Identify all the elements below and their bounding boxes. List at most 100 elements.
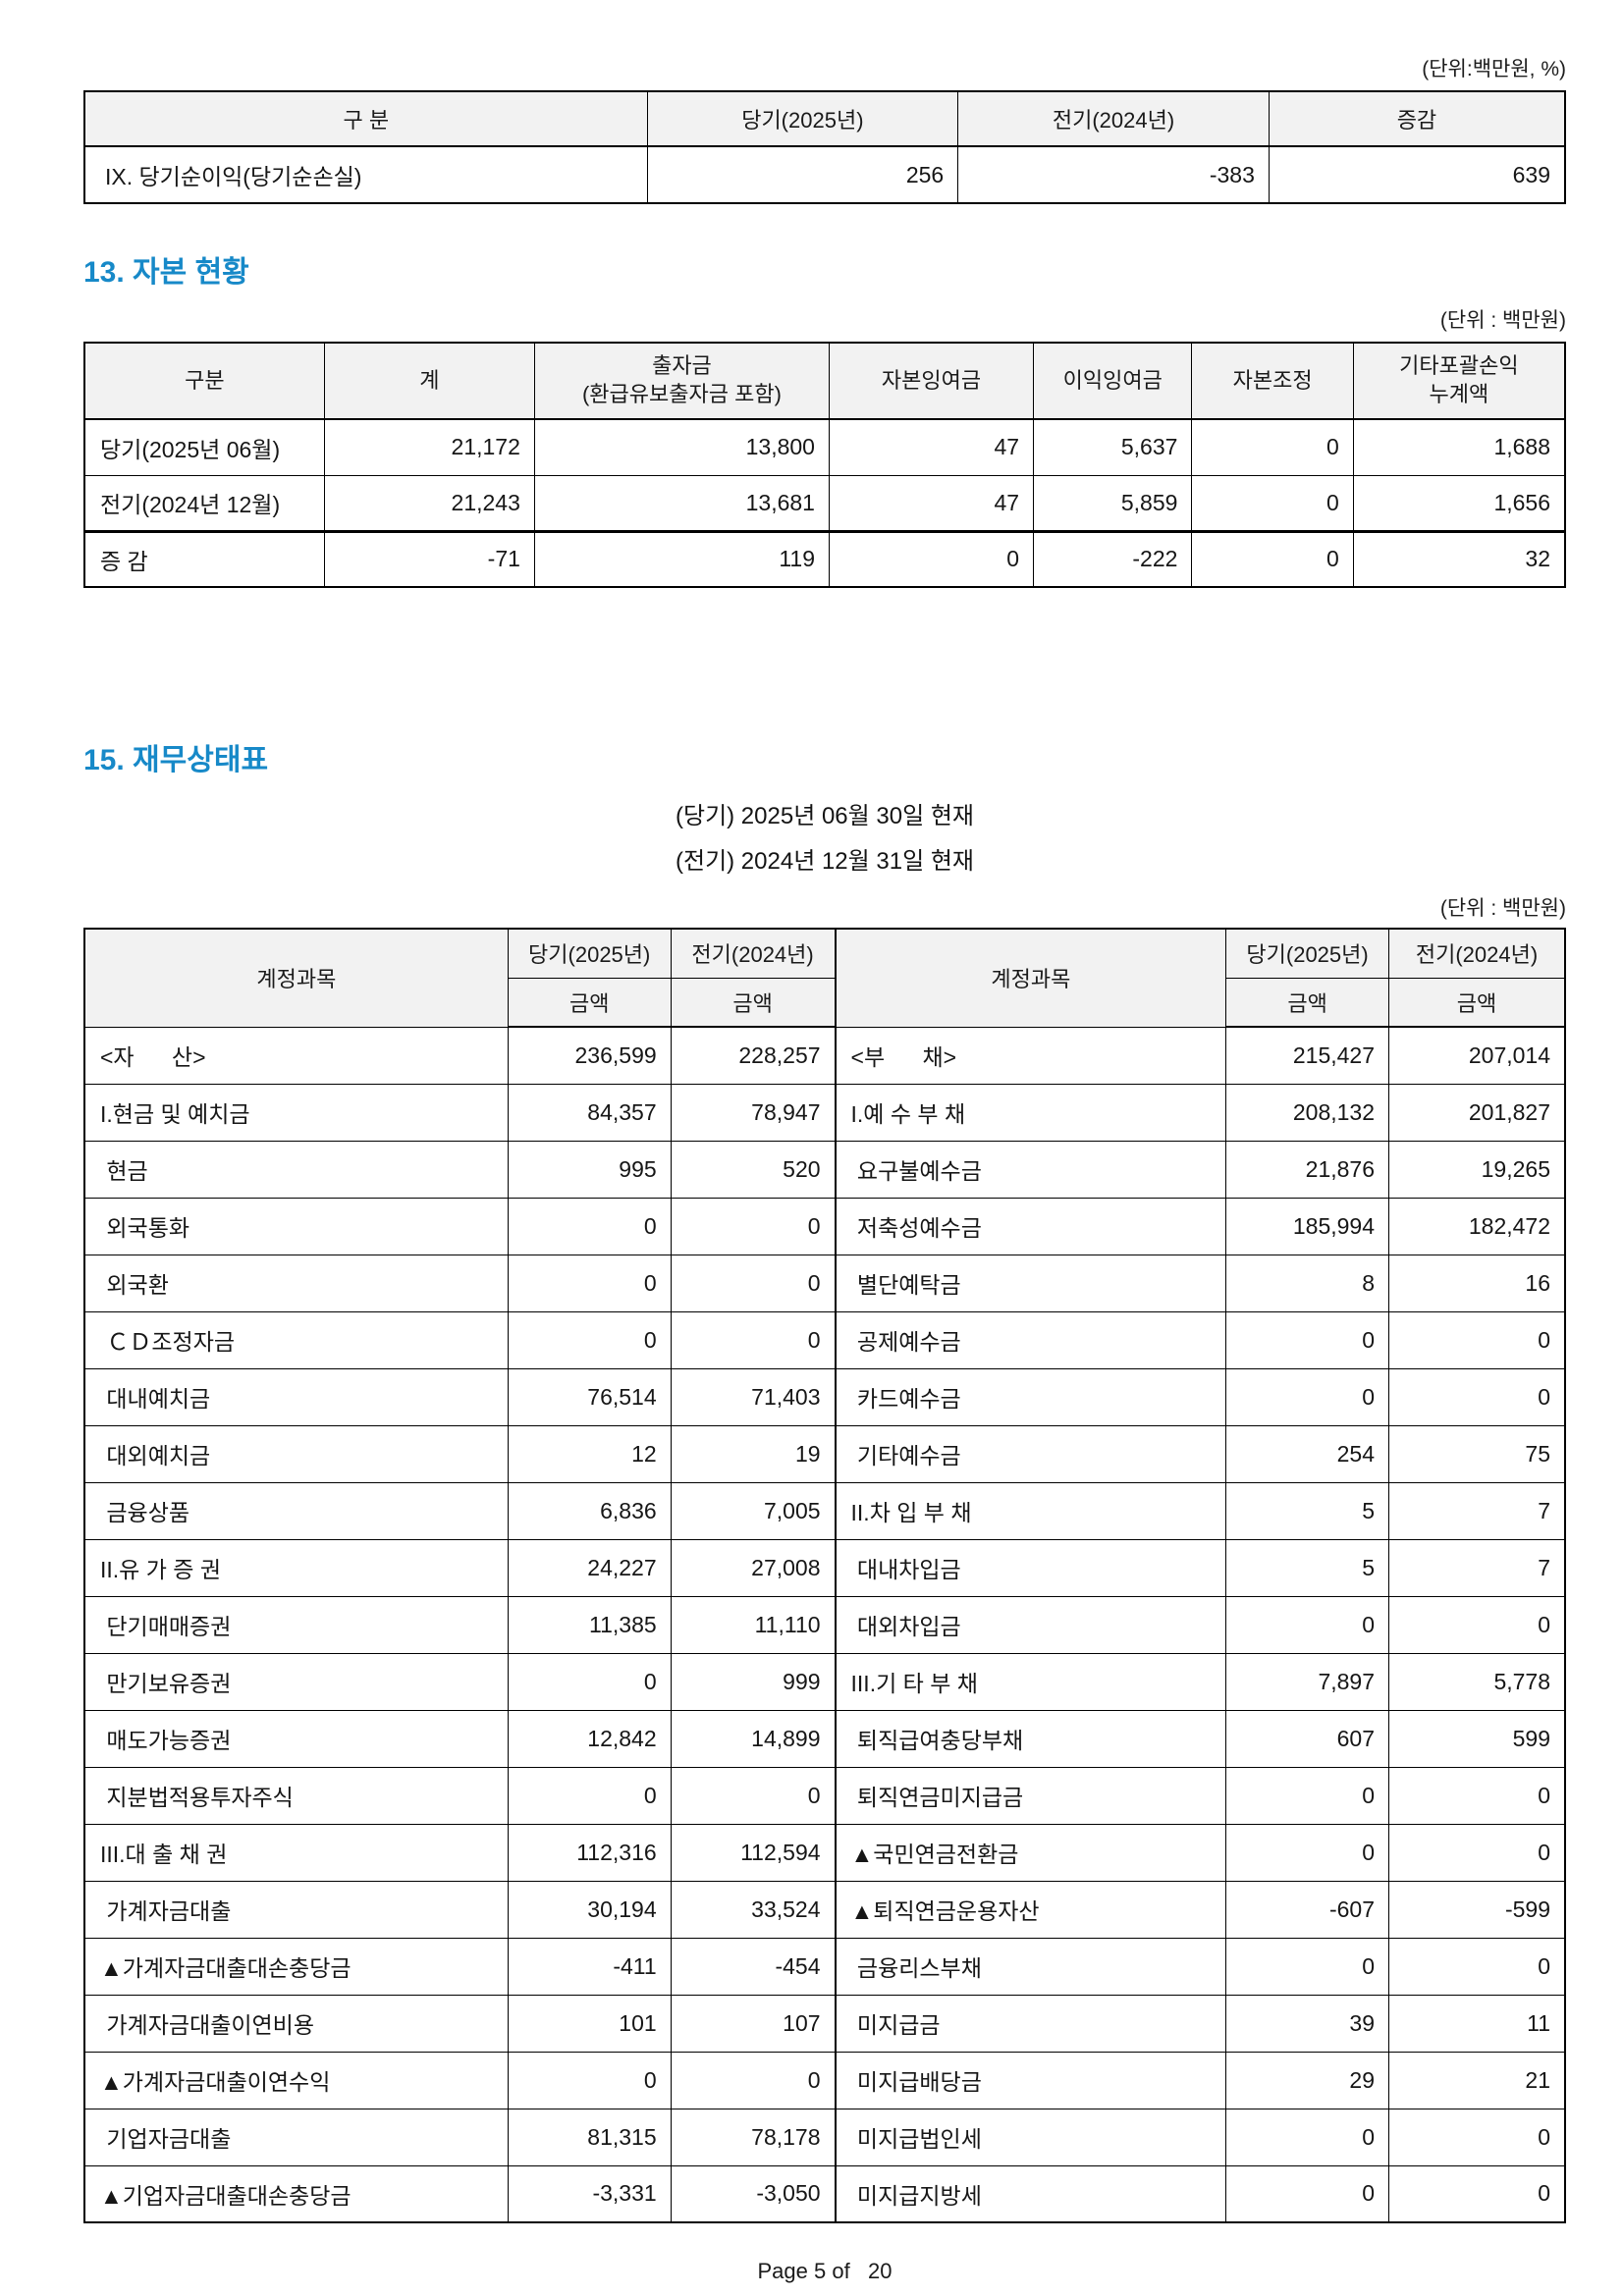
- account-label-cell: 금융상품: [83, 1481, 509, 1540]
- column-header: 전기(2024년): [1388, 928, 1566, 979]
- table-header-row: 구 분 당기(2025년) 전기(2024년) 증감: [83, 90, 1566, 147]
- amount-cell: 29: [1225, 2051, 1390, 2109]
- amount-cell: -454: [670, 1937, 837, 1996]
- account-label-cell: II.차 입 부 채: [834, 1481, 1227, 1540]
- amount-cell: 1,656: [1352, 474, 1566, 532]
- account-label-cell: 별단예탁금: [834, 1254, 1227, 1312]
- amount-cell: 11,385: [507, 1595, 672, 1654]
- account-label-cell: ▲퇴직연금운용자산: [834, 1880, 1227, 1939]
- account-label-cell: 전기(2024년 12월): [83, 474, 325, 532]
- table-row: 대내예치금 76,514 71,403 카드예수금 0 0: [83, 1367, 1566, 1426]
- amount-cell: 599: [1388, 1709, 1566, 1768]
- table-row: <자 산> 236,599 228,257 <부 채> 215,427 207,014: [83, 1026, 1566, 1085]
- column-header: 전기(2024년): [957, 90, 1270, 147]
- amount-cell: 0: [1191, 529, 1354, 588]
- amount-cell: 0: [507, 1310, 672, 1369]
- account-label-cell: 저축성예수금: [834, 1197, 1227, 1255]
- table-row: IX. 당기순이익(당기순손실) 256 -383 639: [83, 145, 1566, 204]
- account-label-cell: 요구불예수금: [834, 1140, 1227, 1199]
- amount-cell: 0: [1388, 1937, 1566, 1996]
- account-label-cell: 만기보유증권: [83, 1652, 509, 1711]
- amount-cell: 999: [670, 1652, 837, 1711]
- amount-cell: -3,331: [507, 2164, 672, 2223]
- account-label-cell: ＣＤ조정자금: [83, 1310, 509, 1369]
- table-row: ▲기업자금대출대손충당금 -3,331 -3,050 미지급지방세 0 0: [83, 2164, 1566, 2223]
- table-row: 가계자금대출 30,194 33,524 ▲퇴직연금운용자산 -607 -599: [83, 1880, 1566, 1939]
- column-header: 금액: [507, 977, 672, 1028]
- amount-cell: 0: [670, 1766, 837, 1825]
- amount-cell: 228,257: [670, 1026, 837, 1085]
- account-label-cell: 가계자금대출이연비용: [83, 1994, 509, 2053]
- amount-cell: 6,836: [507, 1481, 672, 1540]
- amount-cell: 0: [507, 1197, 672, 1255]
- column-header: 금액: [1388, 977, 1566, 1028]
- unit-label: (단위 : 백만원): [1439, 897, 1566, 920]
- amount-cell: 0: [670, 2051, 837, 2109]
- amount-cell: -607: [1225, 1880, 1390, 1939]
- amount-cell: 0: [507, 2051, 672, 2109]
- table-row: ▲가계자금대출이연수익 0 0 미지급배당금 29 21: [83, 2051, 1566, 2109]
- account-label-cell: IX. 당기순이익(당기순손실): [83, 145, 648, 204]
- amount-cell: 0: [1225, 1367, 1390, 1426]
- column-header: 계: [323, 342, 535, 420]
- account-label-cell: 외국통화: [83, 1197, 509, 1255]
- amount-cell: 607: [1225, 1709, 1390, 1768]
- section-title-balance-sheet: 15. 재무상태표: [83, 744, 269, 776]
- amount-cell: 14,899: [670, 1709, 837, 1768]
- table-row: 매도가능증권 12,842 14,899 퇴직급여충당부채 607 599: [83, 1709, 1566, 1768]
- reporting-dates: (당기) 2025년 06월 30일 현재 (전기) 2024년 12월 31일…: [83, 794, 1566, 884]
- amount-cell: 11,110: [670, 1595, 837, 1654]
- account-label-cell: III.대 출 채 권: [83, 1823, 509, 1882]
- amount-cell: -383: [957, 145, 1270, 204]
- amount-cell: 0: [1388, 1823, 1566, 1882]
- table-row: 지분법적용투자주식 0 0 퇴직연금미지급금 0 0: [83, 1766, 1566, 1825]
- account-label-cell: 지분법적용투자주식: [83, 1766, 509, 1825]
- amount-cell: 1,688: [1352, 418, 1566, 476]
- amount-cell: 81,315: [507, 2108, 672, 2166]
- column-header: 금액: [1225, 977, 1390, 1028]
- account-label-cell: 대외차입금: [834, 1595, 1227, 1654]
- amount-cell: 0: [1191, 474, 1354, 532]
- account-label-cell: 공제예수금: [834, 1310, 1227, 1369]
- column-header: 구 분: [83, 90, 648, 147]
- table-row: 외국환 0 0 별단예탁금 8 16: [83, 1254, 1566, 1312]
- account-label-cell: 미지급금: [834, 1994, 1227, 2053]
- account-label-cell: ▲가계자금대출대손충당금: [83, 1937, 509, 1996]
- amount-cell: 0: [1225, 1823, 1390, 1882]
- table-row: 대외예치금 12 19 기타예수금 254 75: [83, 1424, 1566, 1483]
- account-label-cell: 퇴직급여충당부채: [834, 1709, 1227, 1768]
- amount-cell: 78,178: [670, 2108, 837, 2166]
- column-header: 계정과목: [834, 928, 1227, 1028]
- amount-cell: 24,227: [507, 1538, 672, 1597]
- table-row: 당기(2025년 06월) 21,172 13,800 47 5,637 0 1,688: [83, 418, 1566, 476]
- amount-cell: 5,859: [1033, 474, 1193, 532]
- account-label-cell: <부 채>: [834, 1026, 1227, 1085]
- amount-cell: -3,050: [670, 2164, 837, 2223]
- account-label-cell: 대내예치금: [83, 1367, 509, 1426]
- amount-cell: 0: [507, 1652, 672, 1711]
- amount-cell: 75: [1388, 1424, 1566, 1483]
- amount-cell: 0: [1225, 2108, 1390, 2166]
- amount-cell: 0: [1225, 2164, 1390, 2223]
- table-header-row: 구분 계 출자금 (환급유보출자금 포함) 자본잉여금 이익잉여금 자본조정 기…: [83, 342, 1566, 420]
- amount-cell: 256: [646, 145, 959, 204]
- amount-cell: 5,778: [1388, 1652, 1566, 1711]
- amount-cell: 0: [1225, 1595, 1390, 1654]
- table-row: 만기보유증권 0 999 III.기 타 부 채 7,897 5,778: [83, 1652, 1566, 1711]
- amount-cell: 0: [1388, 1310, 1566, 1369]
- amount-cell: 84,357: [507, 1083, 672, 1142]
- amount-cell: 21,876: [1225, 1140, 1390, 1199]
- amount-cell: -411: [507, 1937, 672, 1996]
- amount-cell: 16: [1388, 1254, 1566, 1312]
- amount-cell: 39: [1225, 1994, 1390, 2053]
- column-header: 당기(2025년): [507, 928, 672, 979]
- table-header-row: 계정과목 당기(2025년) 전기(2024년) 계정과목 당기(2025년) …: [83, 928, 1566, 1028]
- amount-cell: 995: [507, 1140, 672, 1199]
- amount-cell: 236,599: [507, 1026, 672, 1085]
- table-row: III.대 출 채 권 112,316 112,594 ▲국민연금전환금 0 0: [83, 1823, 1566, 1882]
- table-row: 기업자금대출 81,315 78,178 미지급법인세 0 0: [83, 2108, 1566, 2166]
- account-label-cell: <자 산>: [83, 1026, 509, 1085]
- column-header: 출자금 (환급유보출자금 포함): [533, 342, 830, 420]
- amount-cell: 71,403: [670, 1367, 837, 1426]
- table-row: 단기매매증권 11,385 11,110 대외차입금 0 0: [83, 1595, 1566, 1654]
